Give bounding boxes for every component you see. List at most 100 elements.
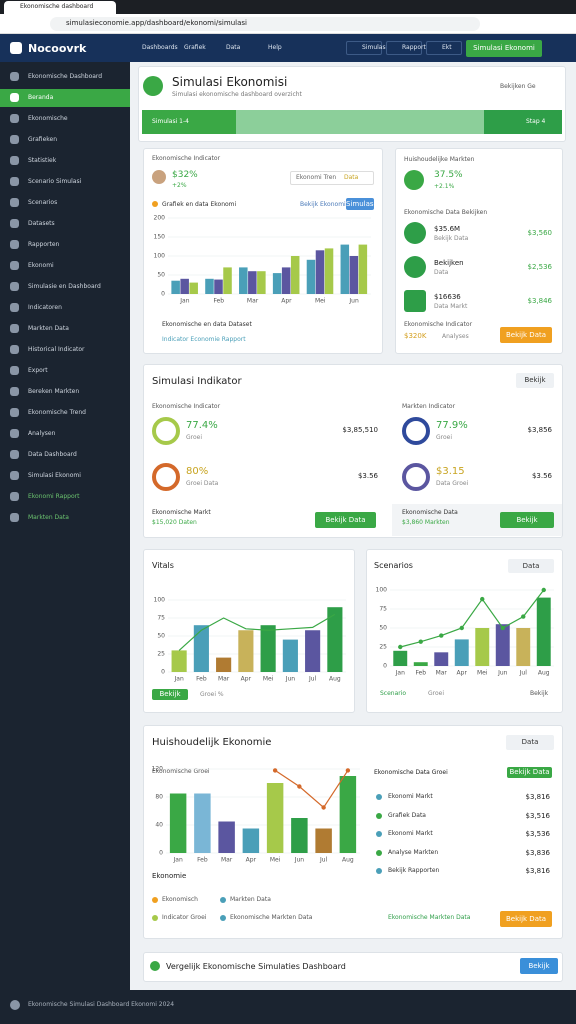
nav-action[interactable] bbox=[386, 41, 422, 55]
nav-action[interactable] bbox=[426, 41, 462, 55]
row-icon bbox=[404, 256, 426, 278]
tab[interactable] bbox=[4, 1, 116, 14]
y-tick-label: 100 bbox=[154, 253, 166, 260]
vitals-sub: Groei % bbox=[200, 691, 224, 698]
cta-button[interactable]: Simulasi Ekonomi bbox=[466, 40, 542, 57]
sidebar-item[interactable]: Simulasie en Dashboard bbox=[28, 283, 101, 290]
bar bbox=[516, 628, 531, 666]
panel-note: Ekonomische Data bbox=[402, 509, 458, 516]
sidebar-item[interactable]: Historical Indicator bbox=[28, 346, 85, 353]
y-tick-label: 100 bbox=[154, 597, 166, 604]
tab-title: Ekonomische dashboard bbox=[20, 3, 94, 10]
card-title: Scenarios bbox=[374, 561, 413, 570]
sidebar-item[interactable]: Data Dashboard bbox=[28, 451, 77, 458]
sidebar-item[interactable]: Ekonomische Trend bbox=[28, 409, 86, 416]
scenario-filter[interactable]: Data bbox=[508, 559, 554, 573]
sidebar-item[interactable]: Beranda bbox=[28, 94, 54, 101]
chart: 0 40 80 120 Jan Feb Mar Apr Mei Jun Jul Aug bbox=[152, 766, 360, 864]
x-tick-label: Jun bbox=[348, 298, 359, 305]
section-button[interactable]: Bekijk bbox=[516, 373, 554, 388]
sidebar-icon bbox=[10, 219, 19, 228]
progress-end-label: Stap 4 bbox=[526, 118, 546, 125]
sidebar-item[interactable]: Ekonomische bbox=[28, 115, 68, 122]
sidebar-item[interactable]: Analysen bbox=[28, 430, 56, 437]
footer-button[interactable]: Bekijk bbox=[520, 958, 558, 974]
list-tag-label: Bekijk Data bbox=[509, 768, 550, 776]
bar bbox=[171, 280, 180, 294]
bar bbox=[189, 282, 198, 294]
line bbox=[178, 613, 336, 651]
panel-button[interactable]: Bekijk bbox=[500, 512, 554, 528]
sidebar-icon bbox=[10, 513, 19, 522]
view-button[interactable]: Bekijk Data bbox=[500, 327, 552, 343]
header-link[interactable]: Bekijken Ge bbox=[500, 83, 536, 90]
sidebar-item[interactable]: Ekonomi bbox=[28, 262, 54, 269]
legend-swatch bbox=[152, 915, 158, 921]
row-dot bbox=[376, 812, 382, 819]
sidebar-item[interactable]: Ekonomische Dashboard bbox=[28, 73, 103, 80]
y-tick-label: 0 bbox=[161, 669, 165, 676]
nav-link[interactable]: Help bbox=[268, 44, 282, 51]
chart-label: Ekonomie bbox=[152, 872, 187, 880]
x-tick-label: Mar bbox=[247, 298, 259, 305]
sidebar-item[interactable]: Ekonomi Rapport bbox=[28, 493, 80, 500]
bar bbox=[242, 828, 260, 853]
list-title: Ekonomische Data Groei bbox=[374, 769, 448, 776]
y-tick-label: 50 bbox=[157, 633, 165, 640]
sidebar-icon bbox=[10, 177, 19, 186]
bar bbox=[358, 244, 368, 294]
nav-action[interactable] bbox=[346, 41, 382, 55]
y-tick-label: 50 bbox=[157, 272, 165, 279]
household-filter[interactable]: Data bbox=[506, 735, 554, 750]
sidebar-item[interactable]: Simulasi Ekonomi bbox=[28, 472, 81, 479]
scenario-right[interactable]: Bekijk bbox=[530, 690, 549, 697]
row-icon bbox=[404, 222, 426, 244]
y-tick-label: 0 bbox=[383, 663, 387, 670]
nav-link[interactable]: Grafiek bbox=[184, 44, 206, 51]
sidebar-icon bbox=[10, 156, 19, 165]
sidebar-item[interactable]: Datasets bbox=[28, 220, 55, 227]
row-label: Ekonomi Markt bbox=[388, 830, 433, 837]
sidebar-active[interactable] bbox=[0, 89, 130, 107]
sidebar-item[interactable]: Grafieken bbox=[28, 136, 58, 143]
section-button-label: Bekijk bbox=[524, 376, 546, 384]
select[interactable]: Bekijk Ekonomi bbox=[300, 201, 346, 208]
bar bbox=[393, 650, 408, 666]
list-tag[interactable]: Bekijk Data bbox=[507, 767, 552, 778]
vitals-button[interactable]: Bekijk bbox=[152, 689, 188, 700]
url-field[interactable] bbox=[50, 17, 480, 31]
card-title: Huishoudelijke Markten bbox=[404, 156, 475, 163]
x-tick-label: Feb bbox=[197, 857, 208, 864]
sidebar-item[interactable]: Rapporten bbox=[28, 241, 60, 248]
nav-link[interactable]: Dashboards bbox=[142, 44, 178, 51]
chart-title: Ekonomische Groei bbox=[152, 768, 210, 775]
row-dot bbox=[376, 831, 382, 837]
sidebar-item[interactable]: Indicatoren bbox=[28, 304, 62, 311]
sidebar-item[interactable]: Scenarios bbox=[28, 199, 58, 206]
sidebar-item[interactable]: Markten Data bbox=[28, 514, 69, 521]
sidebar-item[interactable]: Export bbox=[28, 367, 48, 374]
row-label: $16636 bbox=[434, 293, 461, 301]
row-value: $3,836 bbox=[525, 848, 551, 857]
nav-link[interactable]: Data bbox=[226, 44, 241, 51]
note: Indicator Economie Rapport bbox=[162, 336, 246, 343]
bar bbox=[315, 828, 332, 853]
chart: 0 25 50 75 100 Jan Feb Mar Apr Mei Jun Jul Aug bbox=[376, 587, 554, 677]
sidebar-item[interactable]: Bereken Markten bbox=[28, 388, 80, 395]
sidebar-item[interactable]: Statistiek bbox=[28, 157, 57, 164]
ring-sub: Groei bbox=[186, 434, 203, 441]
x-tick-label: Mei bbox=[315, 298, 326, 305]
bar bbox=[272, 273, 282, 294]
bar bbox=[169, 793, 187, 853]
list-button[interactable]: Bekijk Data bbox=[500, 911, 552, 927]
sidebar-item[interactable]: Markten Data bbox=[28, 325, 69, 332]
panel-subnote: $3,860 Markten bbox=[402, 519, 450, 526]
panel-button[interactable]: Bekijk Data bbox=[315, 512, 376, 528]
row-label: Bekijken bbox=[434, 259, 464, 267]
row-value: $3,560 bbox=[527, 229, 553, 237]
bar bbox=[536, 597, 551, 666]
sidebar-item[interactable]: Scenario Simulasi bbox=[28, 178, 82, 185]
simulate-button[interactable]: Simulasi bbox=[346, 198, 375, 210]
filter[interactable] bbox=[290, 171, 374, 185]
sidebar-icon bbox=[10, 72, 19, 81]
